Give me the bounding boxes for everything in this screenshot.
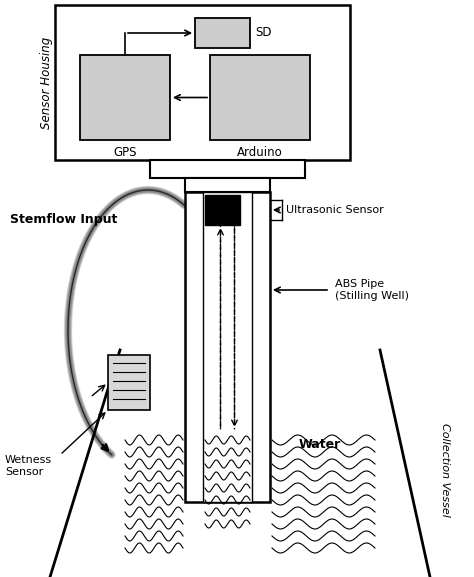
Bar [210,55,310,140]
Text: Wetness
Sensor: Wetness Sensor [5,455,52,477]
Text: Ultrasonic Sensor: Ultrasonic Sensor [286,205,384,215]
Bar [150,160,305,178]
Bar [185,178,270,192]
Text: Arduino: Arduino [237,146,283,159]
Text: ABS Pipe
(Stilling Well): ABS Pipe (Stilling Well) [335,279,409,301]
Bar [185,192,270,502]
Text: SD: SD [255,27,272,39]
Text: Collection Vessel: Collection Vessel [440,423,450,517]
Bar [203,192,252,502]
Text: Sensor Housing: Sensor Housing [40,36,54,129]
Bar [108,355,150,410]
Text: Stemflow Input: Stemflow Input [10,213,118,227]
Text: GPS: GPS [113,146,137,159]
Text: Water: Water [299,438,341,451]
Bar [205,195,240,225]
Bar [55,5,350,160]
Bar [195,18,250,48]
Bar [80,55,170,140]
